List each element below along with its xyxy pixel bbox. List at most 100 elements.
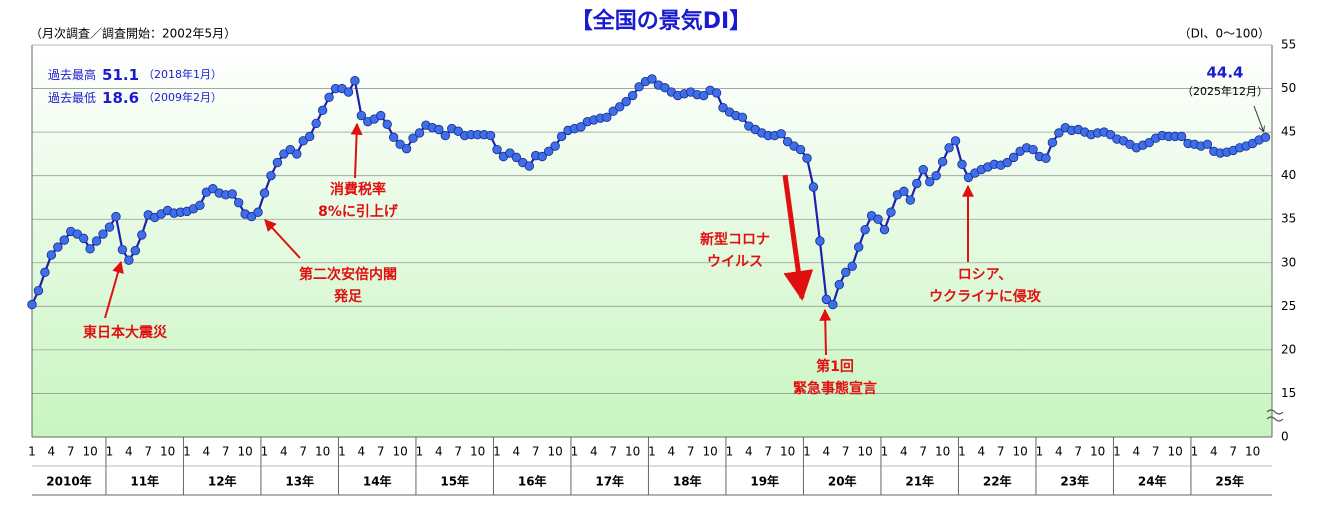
point: [576, 122, 586, 132]
annotation: ロシア、: [958, 267, 1013, 283]
point: [776, 129, 786, 139]
point: [279, 149, 289, 159]
point: [104, 222, 115, 232]
point: [608, 106, 618, 116]
point: [841, 267, 851, 278]
x-tick-label: 7: [1229, 445, 1237, 459]
x-tick-label: 7: [1074, 445, 1082, 459]
latest-date: （2025年12月）: [1182, 84, 1268, 98]
annotation: 8%に引上げ: [318, 204, 399, 220]
point: [556, 131, 567, 142]
point: [78, 233, 89, 244]
point: [434, 124, 444, 135]
point: [808, 182, 819, 192]
point: [737, 112, 748, 123]
point: [905, 195, 916, 205]
subtitle: （月次調査／調査開始：2002年5月）: [30, 27, 236, 41]
point: [879, 224, 890, 235]
x-tick-label: 7: [919, 445, 927, 459]
x-tick-label: 4: [358, 445, 366, 459]
point: [233, 197, 244, 208]
point: [453, 126, 463, 136]
year-label: 22年: [983, 474, 1012, 489]
point: [1176, 131, 1187, 142]
x-tick-label: 10: [780, 445, 795, 459]
point: [408, 133, 418, 143]
point: [85, 244, 95, 254]
annotation: 第1回: [816, 358, 854, 375]
x-tick-label: 7: [377, 445, 385, 459]
year-label: 17年: [595, 474, 624, 489]
point: [1202, 139, 1213, 150]
point: [524, 161, 534, 171]
x-tick-label: 10: [547, 445, 562, 459]
point: [59, 235, 69, 245]
x-tick-label: 7: [454, 445, 462, 459]
point: [931, 170, 941, 181]
x-tick-label: 4: [1133, 445, 1141, 459]
point: [382, 119, 392, 129]
x-tick-label: 7: [1152, 445, 1160, 459]
point: [33, 285, 44, 296]
x-tick-label: 1: [106, 445, 114, 459]
plot-area: [32, 45, 1272, 437]
record-text: 過去最低 18.6 （2009年2月）: [48, 89, 222, 107]
point: [440, 130, 451, 141]
point: [356, 110, 367, 121]
x-tick-label: 10: [82, 445, 97, 459]
year-label: 2010年: [46, 474, 91, 489]
y-tick-label: 35: [1281, 212, 1296, 226]
x-tick-label: 7: [687, 445, 695, 459]
point: [253, 207, 263, 217]
point: [246, 211, 257, 222]
annotation: 消費税率: [330, 181, 386, 198]
x-tick-label: 1: [28, 445, 36, 459]
point: [1047, 137, 1058, 148]
x-tick-label: 1: [1191, 445, 1199, 459]
annotation: 緊急事態宣言: [793, 380, 877, 397]
x-tick-label: 10: [470, 445, 485, 459]
annotation-arrow: [264, 219, 301, 259]
x-tick-label: 1: [803, 445, 811, 459]
point: [1105, 130, 1116, 140]
x-tick-label: 1: [648, 445, 656, 459]
x-tick-label: 10: [315, 445, 330, 459]
point: [485, 130, 496, 141]
point: [873, 214, 883, 224]
point: [950, 136, 961, 146]
annotation: 第二次安倍内閣: [299, 266, 397, 283]
point: [1028, 144, 1038, 155]
x-tick-label: 7: [764, 445, 772, 459]
year-label: 19年: [750, 474, 779, 489]
point: [918, 164, 928, 175]
y-tick-label: 40: [1281, 168, 1296, 182]
year-label: 12年: [208, 474, 237, 489]
x-tick-label: 4: [513, 445, 521, 459]
annotation: 発足: [333, 288, 363, 305]
x-tick-label: 7: [222, 445, 230, 459]
x-tick-label: 4: [435, 445, 443, 459]
point: [937, 157, 948, 167]
x-tick-label: 7: [299, 445, 307, 459]
point: [298, 136, 308, 146]
point: [621, 96, 631, 107]
latest-value-label: 44.4: [1206, 64, 1243, 82]
point: [53, 242, 63, 252]
x-tick-label: 4: [280, 445, 288, 459]
point: [343, 87, 354, 97]
x-tick-label: 10: [237, 445, 252, 459]
point: [137, 230, 147, 240]
annotation: ウクライナに侵攻: [929, 288, 1042, 305]
year-label: 15年: [440, 474, 469, 489]
y-tick-label: 20: [1281, 342, 1296, 356]
point: [505, 148, 515, 158]
point: [899, 186, 909, 197]
point: [272, 157, 283, 168]
x-tick-label: 4: [1055, 445, 1063, 459]
y-tick-label: 15: [1281, 386, 1296, 400]
x-tick-label: 4: [900, 445, 908, 459]
point: [40, 267, 50, 278]
point: [886, 207, 896, 217]
year-label: 16年: [518, 474, 547, 489]
